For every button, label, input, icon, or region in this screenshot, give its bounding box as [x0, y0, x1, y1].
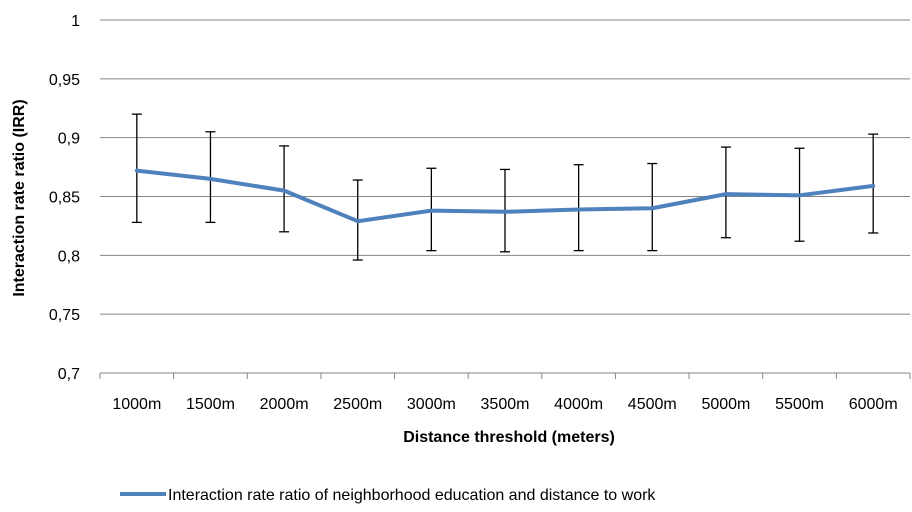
x-tick-label: 4500m	[628, 396, 677, 413]
legend: Interaction rate ratio of neighborhood e…	[120, 487, 656, 504]
y-tick-label: 0,9	[58, 131, 80, 148]
series-line	[134, 168, 876, 224]
gridlines	[100, 19, 910, 315]
x-tick-label: 2500m	[333, 396, 382, 413]
x-tick-label: 3000m	[407, 396, 456, 413]
y-tick-label: 1	[71, 13, 80, 30]
y-tick-label: 0,85	[49, 190, 80, 207]
x-tick-label: 4000m	[554, 396, 603, 413]
x-tick-label: 5500m	[775, 396, 824, 413]
x-tick-label: 1500m	[186, 396, 235, 413]
x-tick-label: 3500m	[481, 396, 530, 413]
legend-label: Interaction rate ratio of neighborhood e…	[168, 487, 656, 504]
error-bars	[131, 113, 879, 261]
y-tick-label: 0,75	[49, 307, 80, 324]
x-tick-label: 5000m	[701, 396, 750, 413]
axes	[99, 372, 911, 379]
x-tick-label: 2000m	[260, 396, 309, 413]
y-tick-label: 0,7	[58, 366, 80, 383]
y-tick-label: 0,95	[49, 72, 80, 89]
x-tick-label: 6000m	[849, 396, 898, 413]
x-axis-title: Distance threshold (meters)	[403, 429, 615, 446]
series-lines	[134, 168, 876, 224]
axis-labels: 0,7 0,75 0,8 0,85 0,9 0,95 1 1000m 1500m 2000m 250…	[49, 13, 898, 413]
y-tick-label: 0,8	[58, 248, 80, 265]
x-tick-label: 1000m	[112, 396, 161, 413]
y-axis-title: Interaction rate ratio (IRR)	[11, 99, 28, 296]
